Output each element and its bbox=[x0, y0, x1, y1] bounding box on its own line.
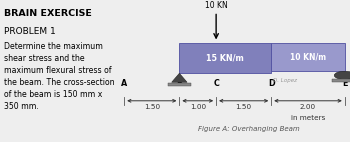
Text: D. Lopez: D. Lopez bbox=[273, 78, 297, 83]
Text: 1.50: 1.50 bbox=[236, 104, 252, 109]
Text: B: B bbox=[176, 79, 182, 88]
Text: Determine the maximum
shear stress and the
maximum flexural stress of
the beam. : Determine the maximum shear stress and t… bbox=[4, 42, 114, 111]
Text: 15 KN/m: 15 KN/m bbox=[206, 54, 244, 63]
Text: 1.50: 1.50 bbox=[144, 104, 160, 109]
Text: in meters: in meters bbox=[291, 115, 325, 121]
Text: D: D bbox=[268, 79, 274, 88]
Text: 2.00: 2.00 bbox=[300, 104, 316, 109]
Bar bbox=[271, 43, 345, 71]
Polygon shape bbox=[172, 73, 187, 82]
Text: PROBLEM 1: PROBLEM 1 bbox=[4, 27, 55, 36]
Text: BRAIN EXERCISE: BRAIN EXERCISE bbox=[4, 9, 91, 18]
Text: 10 KN: 10 KN bbox=[205, 1, 228, 10]
Text: E: E bbox=[342, 79, 348, 88]
Text: C: C bbox=[213, 79, 219, 88]
Text: A: A bbox=[121, 79, 127, 88]
Text: 10 KN/m: 10 KN/m bbox=[290, 52, 326, 61]
Bar bbox=[332, 79, 350, 82]
Text: Figure A: Overhanging Beam: Figure A: Overhanging Beam bbox=[198, 126, 299, 132]
Bar bbox=[179, 43, 271, 73]
Circle shape bbox=[334, 71, 350, 80]
Bar bbox=[168, 83, 191, 86]
Text: 1.00: 1.00 bbox=[190, 104, 206, 109]
